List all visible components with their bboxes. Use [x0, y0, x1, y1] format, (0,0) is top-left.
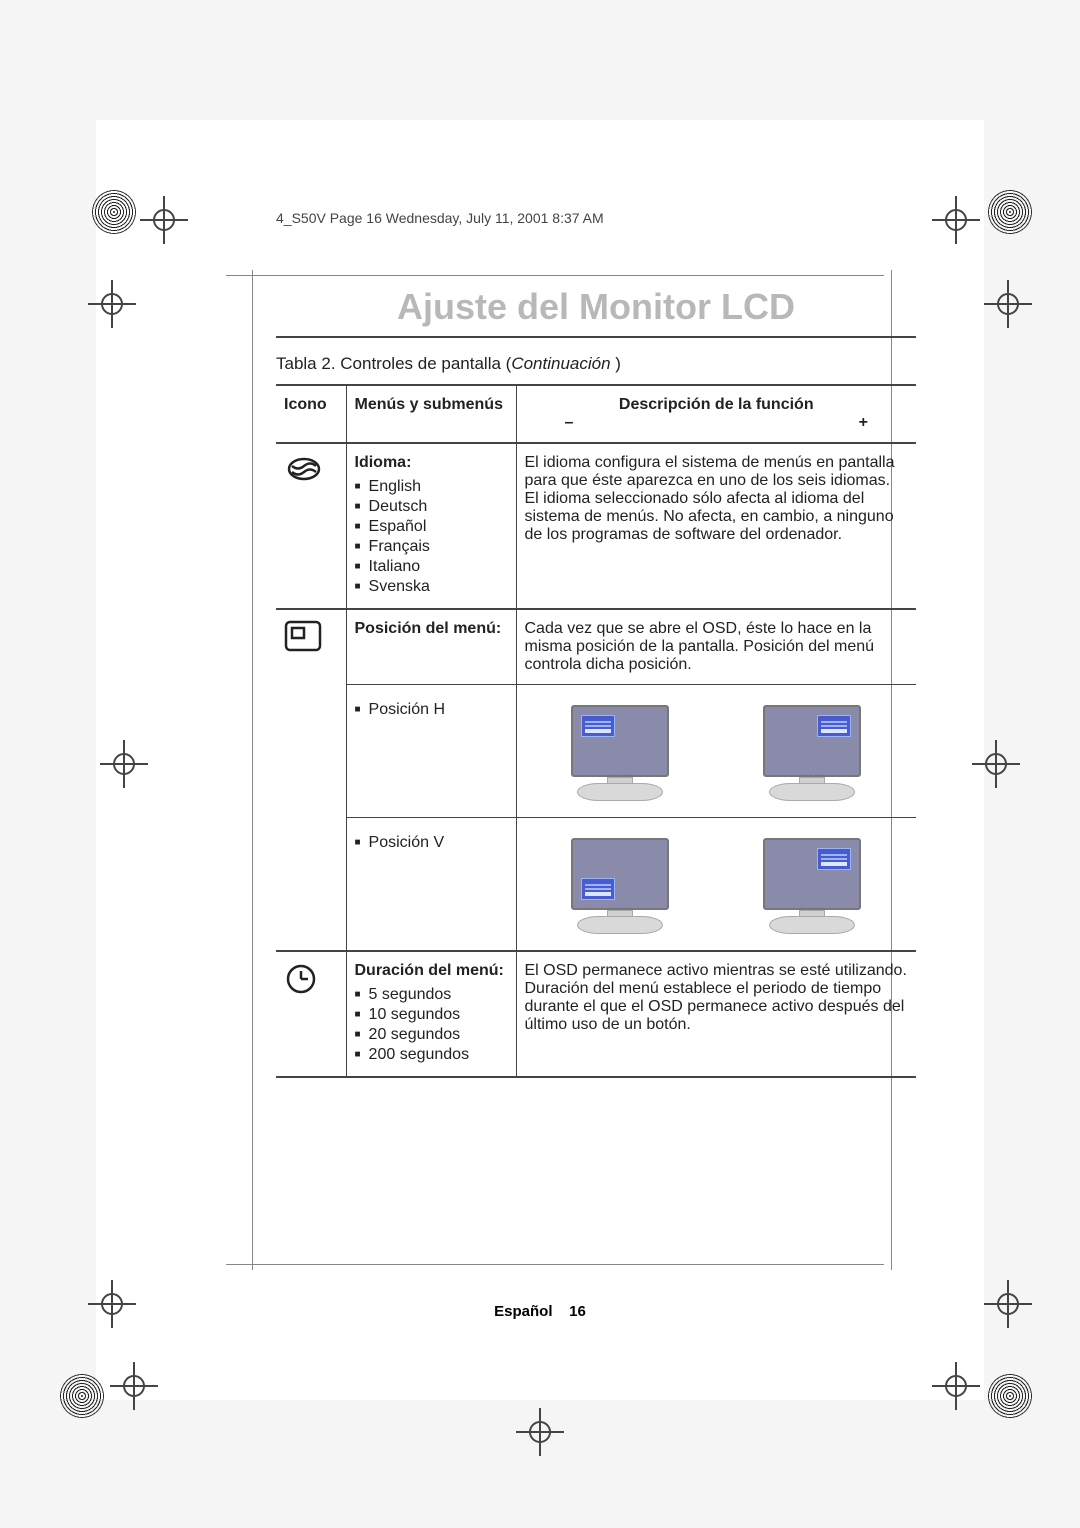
icon-cell-posicion: [276, 609, 346, 951]
registration-mark-icon: [88, 1280, 136, 1328]
monitor-v-bottom: ◦◦ ◦ ◦◦◦: [565, 834, 675, 934]
table-caption: Tabla 2. Controles de pantalla (Continua…: [276, 354, 916, 374]
idioma-item: Svenska: [355, 578, 508, 596]
duracion-item: 20 segundos: [355, 1026, 508, 1044]
corner-pattern-icon: [988, 1374, 1032, 1418]
col-header-icon: Icono: [276, 385, 346, 443]
desc-cell-posicion: Cada vez que se abre el OSD, éste lo hac…: [516, 609, 916, 685]
minus-symbol: –: [565, 414, 574, 432]
clock-icon: [284, 962, 318, 996]
controls-table: Icono Menús y submenús Descripción de la…: [276, 384, 916, 1078]
frame-rule: [252, 270, 253, 1270]
footer-language: Español: [494, 1303, 552, 1320]
duracion-item: 10 segundos: [355, 1006, 508, 1024]
registration-mark-icon: [140, 196, 188, 244]
monitor-h-left: ◦◦ ◦ ◦◦◦: [565, 701, 675, 801]
posicion-v-label: Posición V: [355, 834, 508, 852]
posicion-title: Posición del menú:: [355, 620, 508, 638]
registration-mark-icon: [932, 196, 980, 244]
language-icon: [284, 454, 324, 484]
desc-cell-posicion-v: ◦◦ ◦ ◦◦◦ ◦◦ ◦ ◦◦◦: [516, 818, 916, 952]
page-footer: Español 16: [96, 1303, 984, 1320]
corner-pattern-icon: [60, 1374, 104, 1418]
caption-prefix: Tabla 2. Controles de pantalla (: [276, 354, 511, 373]
monitor-h-right: ◦◦ ◦ ◦◦◦: [757, 701, 867, 801]
icon-cell-idioma: [276, 443, 346, 609]
registration-mark-icon: [972, 740, 1020, 788]
menu-cell-posicion-v: Posición V: [346, 818, 516, 952]
frame-rule: [226, 1264, 884, 1265]
registration-mark-icon: [100, 740, 148, 788]
registration-mark-icon: [984, 280, 1032, 328]
menu-cell-posicion-h: Posición H: [346, 685, 516, 818]
page-header-info: 4_S50V Page 16 Wednesday, July 11, 2001 …: [276, 210, 916, 226]
caption-suffix: ): [611, 354, 621, 373]
duracion-item: 200 segundos: [355, 1046, 508, 1064]
registration-mark-icon: [932, 1362, 980, 1410]
plus-symbol: +: [859, 414, 868, 432]
menu-position-icon: [284, 620, 322, 652]
content-area: 4_S50V Page 16 Wednesday, July 11, 2001 …: [276, 210, 916, 1078]
col-header-menu: Menús y submenús: [346, 385, 516, 443]
registration-mark-icon: [984, 1280, 1032, 1328]
posicion-h-label: Posición H: [355, 701, 508, 719]
menu-cell-idioma: Idioma: English Deutsch Español Français…: [346, 443, 516, 609]
idioma-item: Français: [355, 538, 508, 556]
idioma-item: English: [355, 478, 508, 496]
title-underline: [276, 336, 916, 338]
idioma-item: Español: [355, 518, 508, 536]
registration-mark-icon: [110, 1362, 158, 1410]
monitor-v-top: ◦◦ ◦ ◦◦◦: [757, 834, 867, 934]
idioma-items: English Deutsch Español Français Italian…: [355, 478, 508, 596]
footer-page-number: 16: [569, 1303, 586, 1320]
corner-pattern-icon: [988, 190, 1032, 234]
menu-cell-posicion: Posición del menú:: [346, 609, 516, 685]
desc-header-label: Descripción de la función: [525, 396, 909, 414]
desc-cell-posicion-h: ◦◦ ◦ ◦◦◦ ◦◦ ◦ ◦◦◦: [516, 685, 916, 818]
registration-mark-icon: [88, 280, 136, 328]
duracion-item: 5 segundos: [355, 986, 508, 1004]
col-header-desc: Descripción de la función – +: [516, 385, 916, 443]
desc-cell-duracion: El OSD permanece activo mientras se esté…: [516, 951, 916, 1077]
duracion-title: Duración del menú:: [355, 962, 508, 980]
desc-cell-idioma: El idioma configura el sistema de menús …: [516, 443, 916, 609]
caption-continuation: Continuación: [511, 354, 610, 373]
menu-cell-duracion: Duración del menú: 5 segundos 10 segundo…: [346, 951, 516, 1077]
duracion-items: 5 segundos 10 segundos 20 segundos 200 s…: [355, 986, 508, 1064]
document-page: 4_S50V Page 16 Wednesday, July 11, 2001 …: [96, 120, 984, 1400]
page-title: Ajuste del Monitor LCD: [276, 286, 916, 328]
registration-mark-icon: [516, 1408, 564, 1456]
idioma-item: Italiano: [355, 558, 508, 576]
icon-cell-duracion: [276, 951, 346, 1077]
corner-pattern-icon: [92, 190, 136, 234]
idioma-title: Idioma:: [355, 454, 508, 472]
idioma-item: Deutsch: [355, 498, 508, 516]
